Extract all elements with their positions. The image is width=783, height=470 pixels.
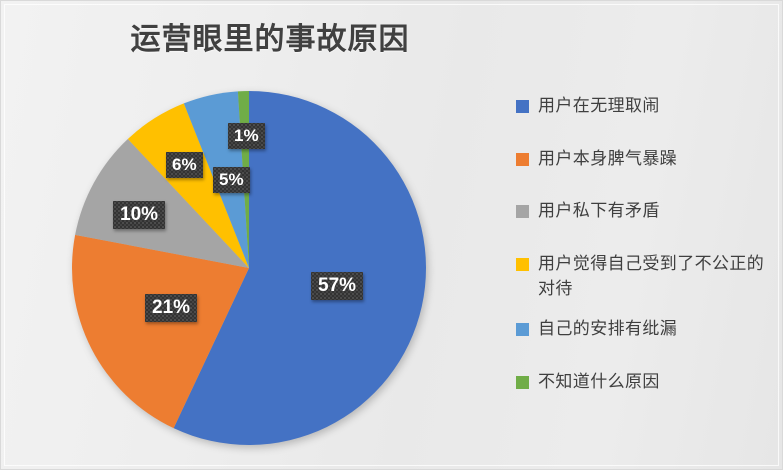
legend-swatch-icon-0 (516, 100, 529, 113)
pie-slice-4[interactable] (183, 91, 249, 268)
legend-item-1[interactable]: 用户本身脾气暴躁 (516, 147, 774, 172)
legend-swatch-icon-3 (516, 257, 529, 271)
data-label-slice-1: 21% (145, 294, 197, 322)
pie-slice-1[interactable] (72, 234, 250, 429)
legend-swatch-icon-4 (516, 323, 529, 337)
data-label-slice-0: 57% (311, 272, 363, 300)
legend-item-3[interactable]: 用户觉得自己受到了不公正的对待 (516, 252, 774, 301)
legend-item-5[interactable]: 不知道什么原因 (516, 370, 774, 395)
legend-label-0: 用户在无理取闹 (538, 96, 660, 115)
legend-label-3: 用户觉得自己受到了不公正的对待 (538, 253, 765, 298)
data-label-slice-3: 6% (166, 152, 203, 178)
legend-item-2[interactable]: 用户私下有矛盾 (516, 199, 774, 224)
data-label-slice-5: 1% (228, 123, 265, 149)
chart-title: 运营眼里的事故原因 (130, 23, 410, 56)
legend-label-2: 用户私下有矛盾 (538, 201, 660, 221)
data-label-slice-4: 5% (213, 167, 250, 193)
legend-item-0[interactable]: 用户在无理取闹 (516, 94, 774, 119)
legend-label-1: 用户本身脾气暴躁 (538, 148, 678, 168)
pie-plot-area (71, 90, 427, 446)
legend-label-5: 不知道什么原因 (538, 371, 660, 391)
legend-swatch-icon-2 (516, 205, 529, 219)
legend-item-4[interactable]: 自己的安排有纰漏 (516, 317, 774, 342)
data-label-slice-2: 10% (113, 201, 165, 229)
legend-swatch-icon-1 (516, 152, 529, 166)
chart-legend: 用户在无理取闹 用户本身脾气暴躁 用户私下有矛盾 用户觉得自己受到了不公正的对待… (516, 94, 774, 422)
legend-label-4: 自己的安排有纰漏 (538, 319, 678, 339)
pie-slice-3[interactable] (127, 103, 249, 269)
pie-slice-0[interactable] (173, 91, 427, 445)
pie-svg (72, 91, 427, 445)
legend-swatch-icon-5 (516, 375, 529, 389)
pie-slice-group (72, 91, 427, 445)
pie-slice-2[interactable] (75, 138, 249, 268)
